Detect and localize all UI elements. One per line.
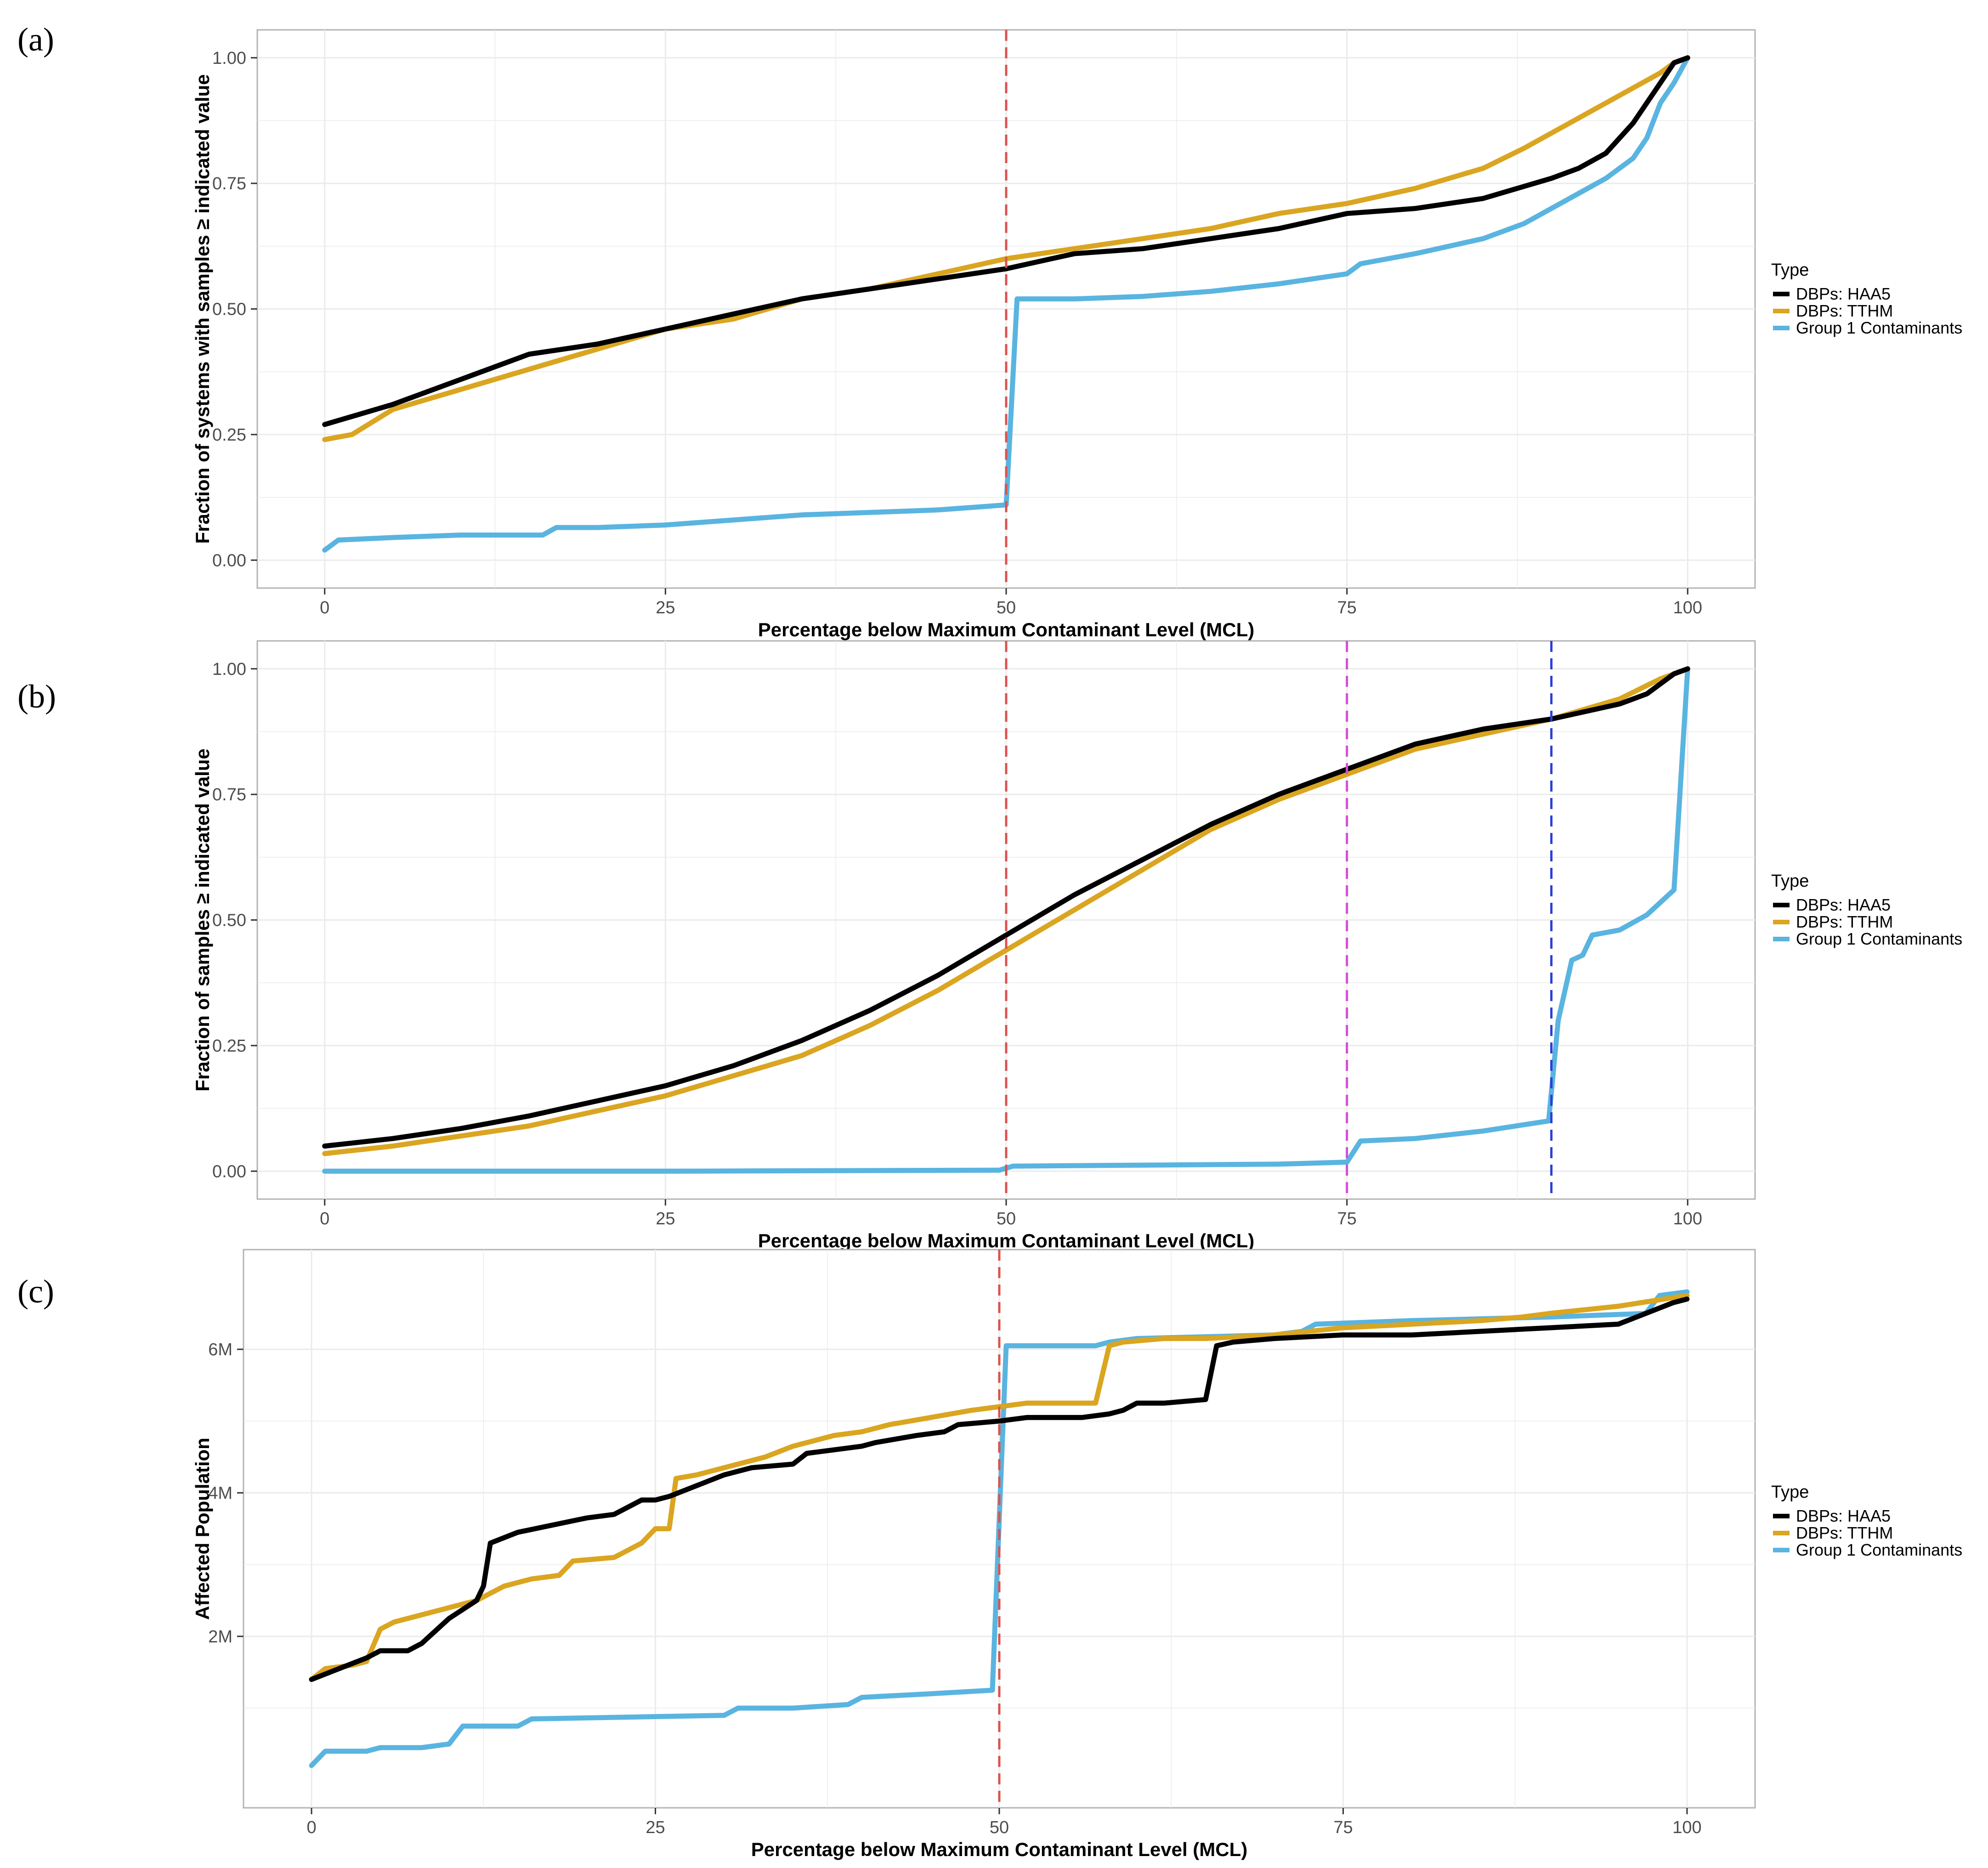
x-tick-label: 50 [990, 1818, 1009, 1837]
chart-panel-2: 0 25 50 75 100 0.00 0.25 0.50 0.75 1.00 Percentage… [17, 640, 1962, 1251]
panel-label: (c) [17, 1273, 54, 1310]
y-axis-title: Fraction of systems with samples ≥ indic… [192, 74, 213, 543]
series-group [309, 1289, 1690, 1768]
chart-panel-1: 0 25 50 75 100 0.00 0.25 0.50 0.75 1.00 Percentage… [17, 21, 1962, 640]
series-line-group-1-contaminants [322, 55, 1690, 553]
series-line-dbps-tthm [322, 55, 1690, 442]
y-tick-label: 0.75 [212, 174, 246, 193]
y-tick-label: 0.75 [212, 785, 246, 804]
legend-label: DBPs: TTHM [1796, 301, 1893, 320]
x-tick-label: 75 [1333, 1818, 1353, 1837]
series-line-dbps-tthm [309, 1293, 1690, 1682]
series-line-dbps-haa5 [322, 666, 1690, 1149]
x-tick-label: 25 [656, 1209, 675, 1228]
y-tick-label: 0.50 [212, 911, 246, 930]
y-axis-title: Affected Population [192, 1438, 213, 1620]
x-axis-title: Percentage below Maximum Contaminant Lev… [758, 619, 1255, 640]
legend-label: DBPs: TTHM [1796, 1523, 1893, 1542]
y-tick-label: 0.25 [212, 1036, 246, 1056]
y-tick-label: 6M [208, 1340, 232, 1359]
series-group [322, 666, 1690, 1174]
legend-title: Type [1771, 260, 1809, 280]
y-tick-label: 1.00 [212, 49, 246, 68]
legend-label: DBPs: HAA5 [1796, 284, 1891, 303]
legend-label: DBPs: HAA5 [1796, 1506, 1891, 1525]
panel-label: (a) [17, 21, 54, 58]
legend-label: DBPs: TTHM [1796, 912, 1893, 931]
x-tick-label: 25 [656, 598, 675, 617]
y-tick-label: 1.00 [212, 660, 246, 679]
x-tick-label: 75 [1337, 598, 1357, 617]
chart-panel-3: 0 25 50 75 100 2M 4M 6M Percentage below Maximum… [17, 1249, 1962, 1860]
series-line-dbps-haa5 [322, 55, 1690, 427]
y-tick-label: 0.00 [212, 1162, 246, 1181]
x-tick-label: 0 [320, 598, 329, 617]
legend-title: Type [1771, 872, 1809, 891]
x-tick-label: 50 [997, 598, 1016, 617]
x-tick-label: 25 [646, 1818, 665, 1837]
x-tick-label: 100 [1673, 598, 1702, 617]
panel-label: (b) [17, 678, 56, 715]
y-tick-label: 4M [208, 1483, 232, 1503]
legend-title: Type [1771, 1483, 1809, 1502]
series-line-group-1-contaminants [309, 1289, 1690, 1768]
x-tick-label: 50 [997, 1209, 1016, 1228]
series-line-group-1-contaminants [322, 666, 1690, 1174]
x-axis-title: Percentage below Maximum Contaminant Lev… [758, 1230, 1255, 1251]
series-group [322, 55, 1690, 553]
x-tick-label: 100 [1672, 1818, 1701, 1837]
x-tick-label: 75 [1337, 1209, 1357, 1228]
y-tick-label: 2M [208, 1627, 232, 1647]
x-axis-title: Percentage below Maximum Contaminant Lev… [751, 1839, 1248, 1860]
y-tick-label: 0.50 [212, 300, 246, 319]
x-tick-label: 0 [320, 1209, 329, 1228]
legend-label: Group 1 Contaminants [1796, 1540, 1962, 1559]
x-tick-label: 100 [1673, 1209, 1702, 1228]
x-tick-label: 0 [306, 1818, 316, 1837]
legend-label: Group 1 Contaminants [1796, 929, 1962, 948]
legend-label: Group 1 Contaminants [1796, 318, 1962, 337]
legend-label: DBPs: HAA5 [1796, 895, 1891, 914]
y-tick-label: 0.00 [212, 551, 246, 570]
y-tick-label: 0.25 [212, 425, 246, 445]
series-line-dbps-haa5 [309, 1296, 1690, 1682]
y-axis-title: Fraction of samples ≥ indicated value [192, 748, 213, 1092]
